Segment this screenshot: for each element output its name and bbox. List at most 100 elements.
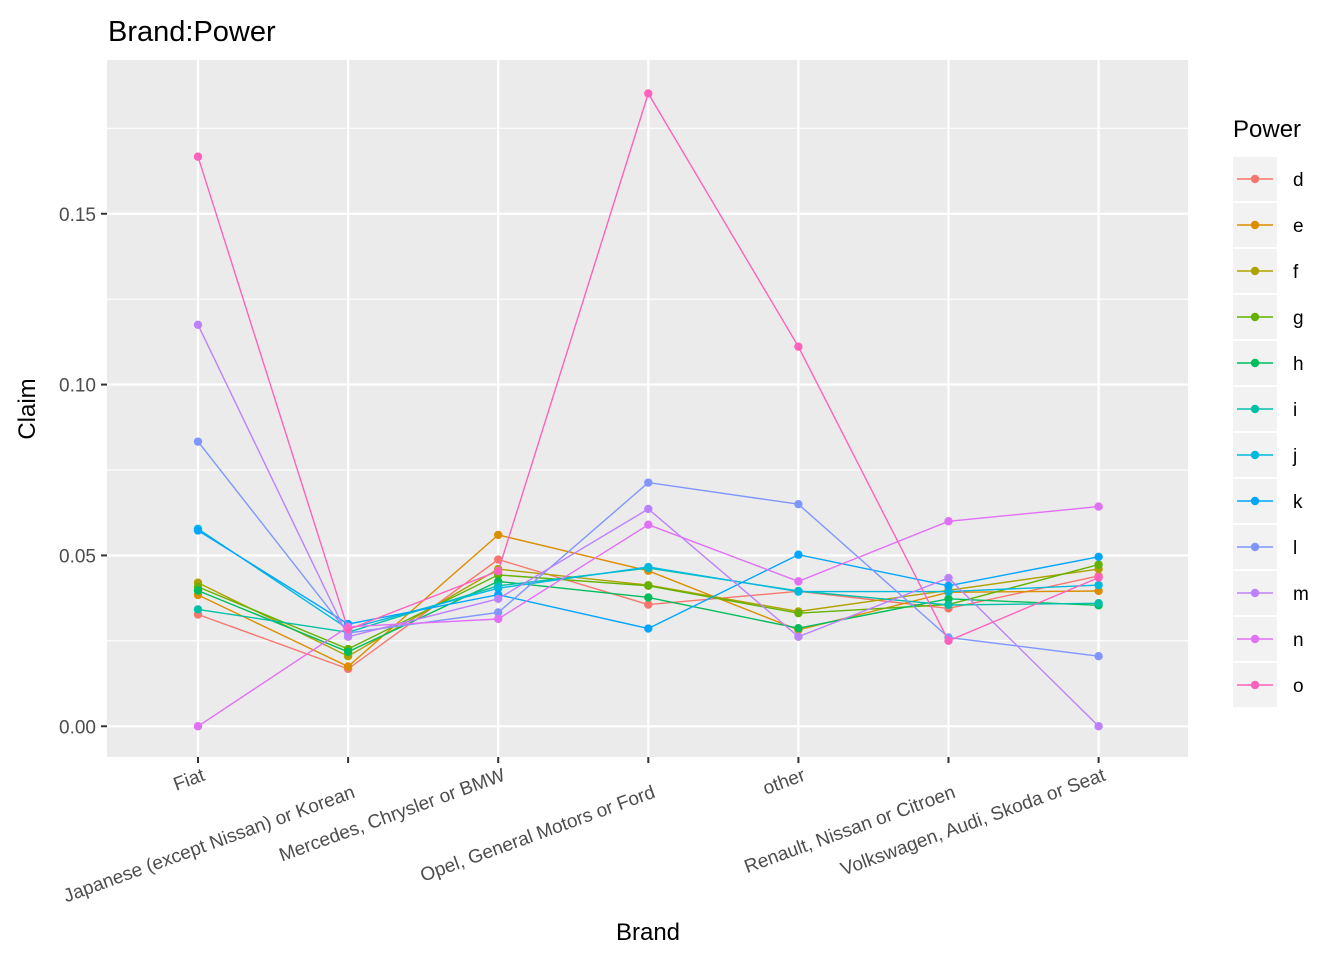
legend-label: e (1293, 216, 1304, 237)
legend-item-l: l (1233, 525, 1297, 569)
legend-key-point (1250, 450, 1260, 460)
data-point (1094, 502, 1103, 511)
legend-key-point (1250, 542, 1260, 552)
data-point (193, 722, 203, 731)
x-tick-label: Fiat (171, 765, 209, 796)
legend-key-point (1250, 174, 1260, 184)
legend-key-point (1250, 404, 1260, 414)
data-point (343, 625, 353, 634)
data-point (644, 562, 653, 572)
data-point (1094, 722, 1103, 731)
legend-item-j: j (1233, 433, 1297, 477)
legend-label: m (1293, 584, 1309, 605)
y-axis-title: Claim (14, 378, 41, 439)
legend-label: o (1293, 676, 1304, 697)
data-point (644, 478, 653, 487)
y-tick-label: 0.10 (59, 376, 96, 397)
data-point (1094, 586, 1103, 596)
legend-key-point (1250, 496, 1260, 506)
data-point (944, 594, 953, 604)
legend-label: h (1293, 354, 1304, 375)
legend-item-n: n (1233, 617, 1304, 661)
data-point (794, 632, 803, 641)
data-point (944, 517, 953, 526)
legend-key-point (1250, 680, 1260, 690)
legend-items: d e f g h i j k l m n o (1233, 157, 1309, 707)
legend-label: f (1293, 262, 1299, 283)
data-point (644, 89, 653, 98)
data-point (1094, 599, 1103, 608)
data-point (494, 608, 503, 617)
data-point (193, 437, 203, 446)
data-point (794, 550, 803, 559)
y-tick-label: 0.00 (59, 717, 96, 738)
data-point (494, 584, 503, 593)
legend-label: i (1293, 400, 1297, 421)
x-tick-label: other (760, 765, 809, 800)
data-point (494, 594, 503, 604)
legend-key-point (1250, 220, 1260, 230)
data-point (494, 530, 503, 540)
data-point (343, 632, 353, 641)
data-point (494, 566, 503, 576)
data-point (944, 600, 953, 610)
data-point (1094, 552, 1103, 561)
data-point (944, 587, 953, 596)
series-o (193, 89, 1103, 646)
y-axis: 0.00 0.05 0.10 0.15 (59, 205, 107, 738)
legend-label: k (1293, 492, 1303, 513)
legend-item-g: g (1233, 295, 1304, 339)
data-point (944, 581, 953, 591)
data-point (193, 320, 203, 329)
data-point (794, 342, 803, 351)
legend-label: g (1293, 308, 1304, 329)
legend-key-point (1250, 588, 1260, 598)
legend-item-o: o (1233, 663, 1304, 707)
data-point (794, 608, 803, 618)
legend-item-f: f (1233, 249, 1299, 293)
legend-key-point (1250, 634, 1260, 644)
x-axis-title: Brand (616, 919, 680, 946)
legend-key-point (1250, 312, 1260, 322)
legend: Power d e f g h i j k l m n o (1233, 116, 1309, 707)
legend-label: n (1293, 630, 1304, 651)
data-point (193, 605, 203, 614)
legend-label: l (1293, 538, 1297, 559)
y-tick-label: 0.15 (59, 205, 96, 226)
legend-key-point (1250, 358, 1260, 368)
data-point (1094, 573, 1103, 582)
legend-item-e: e (1233, 203, 1304, 247)
series-layer (193, 89, 1103, 731)
legend-key-point (1250, 266, 1260, 276)
data-point (343, 662, 353, 671)
data-point (1094, 560, 1103, 569)
data-point (1094, 580, 1103, 590)
data-point (794, 587, 803, 596)
legend-item-d: d (1233, 157, 1304, 201)
data-point (794, 623, 803, 633)
data-point (494, 555, 503, 564)
data-point (794, 499, 803, 509)
legend-title: Power (1233, 116, 1301, 143)
legend-item-k: k (1233, 479, 1303, 523)
y-tick-label: 0.05 (59, 546, 96, 567)
data-point (944, 573, 953, 583)
data-point (193, 526, 203, 535)
data-point (644, 600, 653, 609)
data-point (794, 577, 803, 586)
legend-item-m: m (1233, 571, 1309, 615)
data-point (343, 647, 353, 656)
data-point (644, 593, 653, 602)
data-point (494, 614, 503, 624)
legend-item-i: i (1233, 387, 1297, 431)
data-point (644, 581, 653, 591)
data-point (1094, 652, 1103, 661)
legend-label: j (1292, 446, 1297, 467)
data-point (644, 504, 653, 514)
chart-title: Brand:Power (108, 16, 276, 48)
series-m (193, 320, 1103, 731)
data-point (944, 636, 953, 646)
data-point (644, 624, 653, 633)
